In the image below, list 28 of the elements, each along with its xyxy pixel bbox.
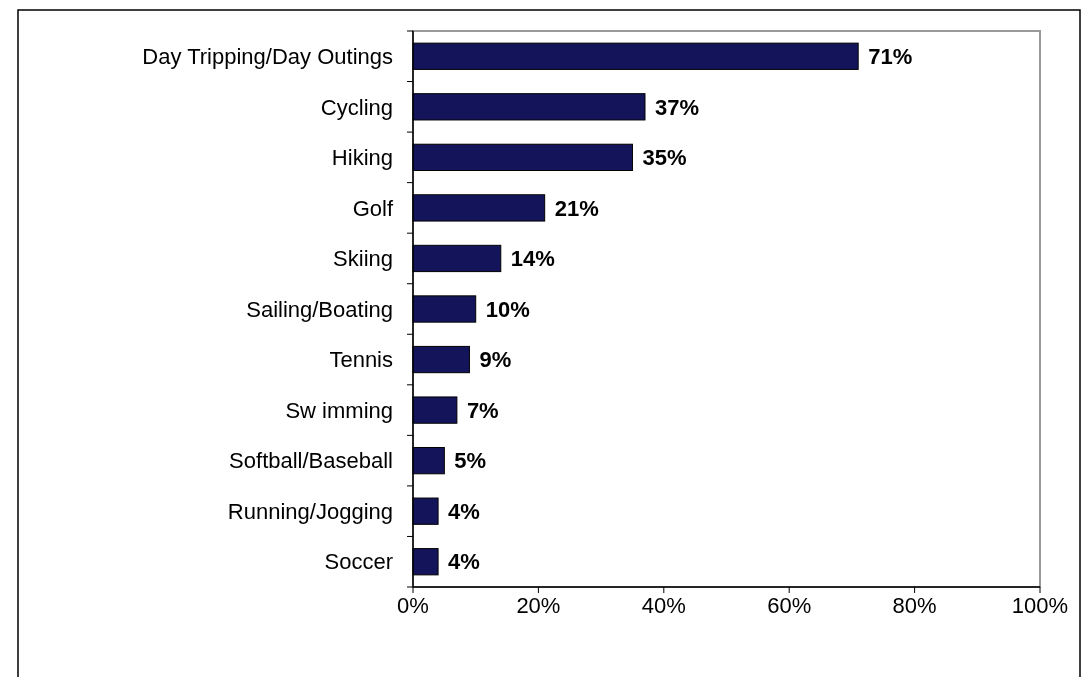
y-tick-label: Hiking [331, 145, 393, 171]
data-label: 35% [642, 145, 687, 171]
data-label: 10% [485, 296, 530, 322]
y-tick-label: Sailing/Boating [246, 296, 393, 322]
y-tick-label: Softball/Baseball [229, 448, 393, 474]
data-label: 37% [654, 94, 700, 120]
y-tick-label: Running/Jogging [227, 498, 393, 524]
x-tick-label: 60% [767, 593, 812, 618]
data-label: 21% [554, 195, 599, 221]
x-tick-label: 100% [1011, 593, 1069, 618]
y-tick-label: Tennis [329, 347, 393, 373]
y-tick-label: Skiing [333, 246, 393, 272]
x-tick-label: 0% [397, 593, 429, 618]
x-tick-label: 20% [516, 593, 561, 618]
y-tick-label: Golf [352, 195, 394, 221]
x-tick-label: 40% [641, 593, 686, 618]
y-tick-label: Day Tripping/Day Outings [142, 43, 393, 69]
y-tick-label: Cycling [320, 94, 393, 120]
data-label: 5% [454, 448, 487, 474]
data-label: 4% [448, 549, 480, 575]
y-tick-label: Sw imming [285, 397, 393, 423]
data-label: 9% [479, 347, 512, 373]
y-tick-label: Soccer [324, 549, 393, 575]
x-tick-label: 80% [892, 593, 937, 618]
data-label: 7% [466, 397, 499, 423]
data-label: 14% [510, 246, 555, 272]
data-label: 71% [868, 43, 913, 69]
data-label: 4% [448, 498, 480, 524]
